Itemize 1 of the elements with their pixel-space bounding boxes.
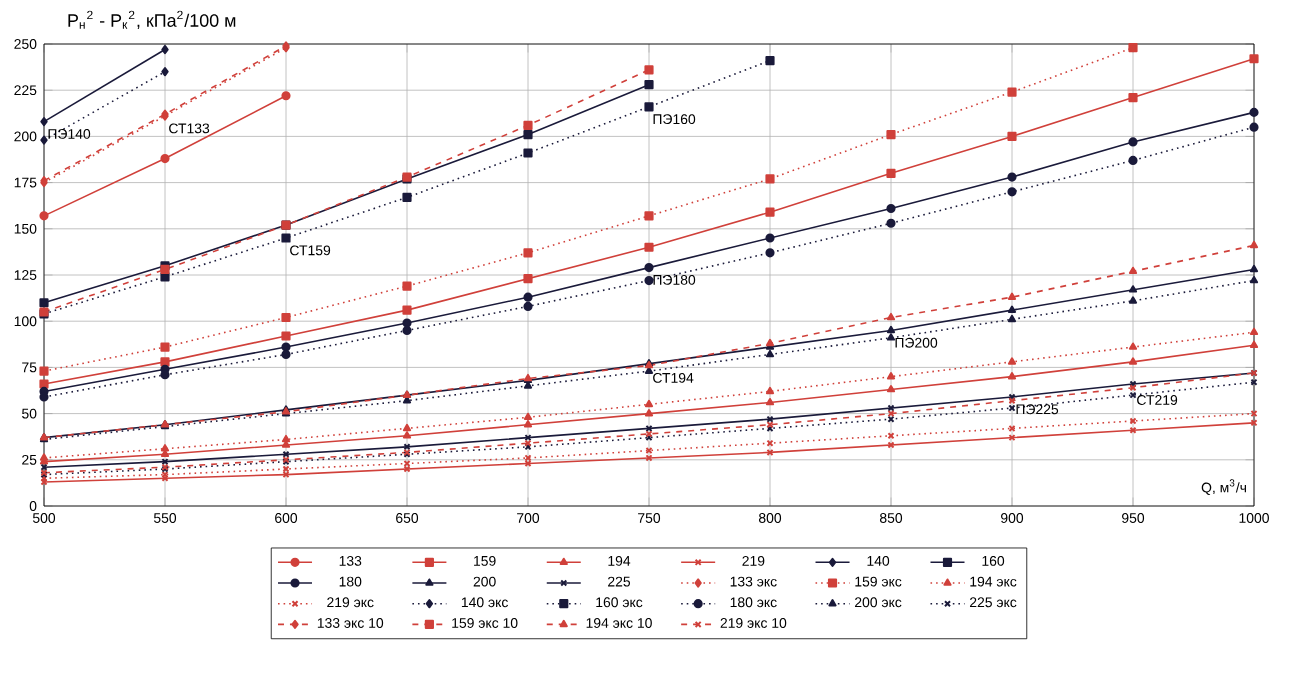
text: P$_{н}$$^{2}$ - P$_{к}$$^{2}$, кПа$^{2}$/100 м xyxy=(68,10,236,29)
